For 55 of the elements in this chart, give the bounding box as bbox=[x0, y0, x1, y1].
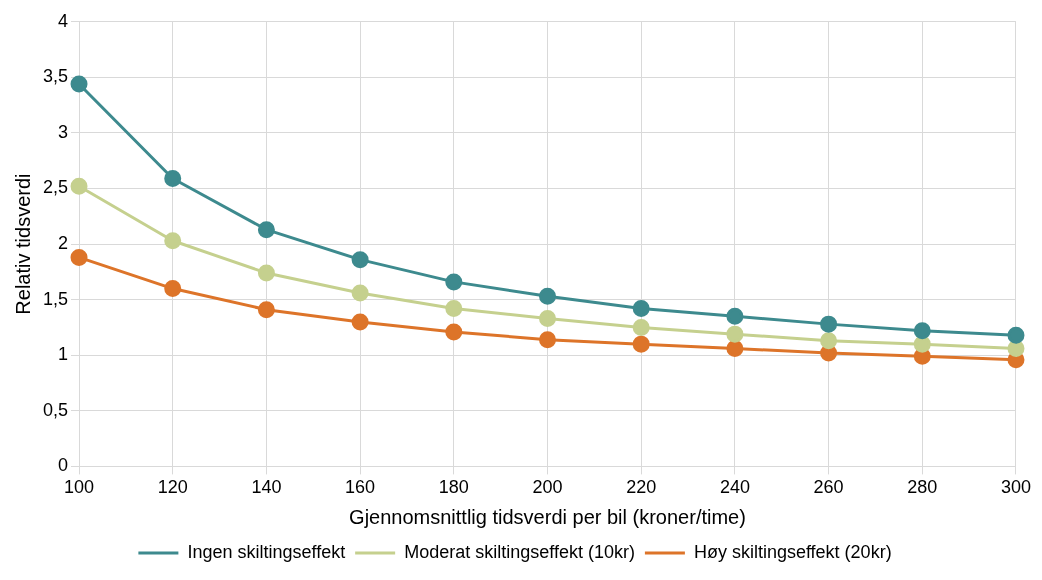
point bbox=[351, 313, 369, 331]
y-tick-label: 1 bbox=[58, 344, 69, 365]
legend-label: Ingen skiltingseffekt bbox=[187, 541, 346, 562]
point bbox=[539, 310, 556, 328]
point bbox=[913, 335, 931, 353]
point bbox=[164, 232, 182, 250]
point bbox=[820, 315, 838, 333]
point bbox=[257, 301, 275, 319]
y-tick-label: 1,5 bbox=[42, 288, 69, 309]
point bbox=[351, 284, 369, 302]
x-tick-label: 260 bbox=[813, 477, 844, 498]
x-tick-label: 100 bbox=[64, 477, 95, 498]
y-tick-label: 0 bbox=[58, 455, 69, 476]
y-tick-label: 4 bbox=[58, 10, 69, 31]
y-tick-label: 3 bbox=[58, 121, 69, 142]
point bbox=[913, 322, 931, 340]
point bbox=[820, 332, 838, 350]
y-tick-label: 3,5 bbox=[42, 66, 69, 87]
y-tick-label: 0,5 bbox=[42, 399, 69, 420]
point bbox=[445, 273, 463, 291]
y-tick-label: 2,5 bbox=[42, 177, 69, 198]
point bbox=[1007, 340, 1025, 358]
x-tick-label: 240 bbox=[719, 477, 750, 498]
point bbox=[726, 307, 744, 325]
point bbox=[70, 177, 88, 195]
point bbox=[632, 300, 650, 318]
point bbox=[539, 331, 556, 349]
point bbox=[726, 325, 744, 343]
x-tick-label: 180 bbox=[438, 477, 469, 498]
x-tick-label: 280 bbox=[907, 477, 938, 498]
y-tick-label: 2 bbox=[58, 233, 69, 254]
point bbox=[164, 280, 182, 298]
point bbox=[1007, 326, 1025, 344]
point bbox=[351, 251, 369, 269]
point bbox=[726, 340, 744, 358]
point bbox=[539, 287, 556, 305]
x-tick-label: 200 bbox=[532, 477, 563, 498]
x-tick-label: 120 bbox=[157, 477, 188, 498]
point bbox=[70, 75, 88, 93]
legend-label: Høy skiltingseffekt (20kr) bbox=[693, 541, 892, 562]
point bbox=[632, 335, 650, 353]
point bbox=[164, 170, 182, 188]
x-tick-label: 140 bbox=[251, 477, 282, 498]
x-tick-label: 220 bbox=[626, 477, 657, 498]
point bbox=[257, 264, 275, 282]
x-tick-label: 300 bbox=[1000, 477, 1032, 498]
x-axis-title: Gjennomsnittlig tidsverdi per bil (kroner/time) bbox=[349, 505, 746, 528]
point bbox=[257, 221, 275, 239]
point bbox=[445, 323, 463, 341]
y-axis-title: Relativ tidsverdi bbox=[11, 173, 34, 315]
point bbox=[632, 318, 650, 336]
x-tick-label: 160 bbox=[345, 477, 376, 498]
legend-label: Moderat skiltingseffekt (10kr) bbox=[404, 541, 635, 562]
point bbox=[445, 300, 463, 318]
point bbox=[70, 248, 88, 266]
